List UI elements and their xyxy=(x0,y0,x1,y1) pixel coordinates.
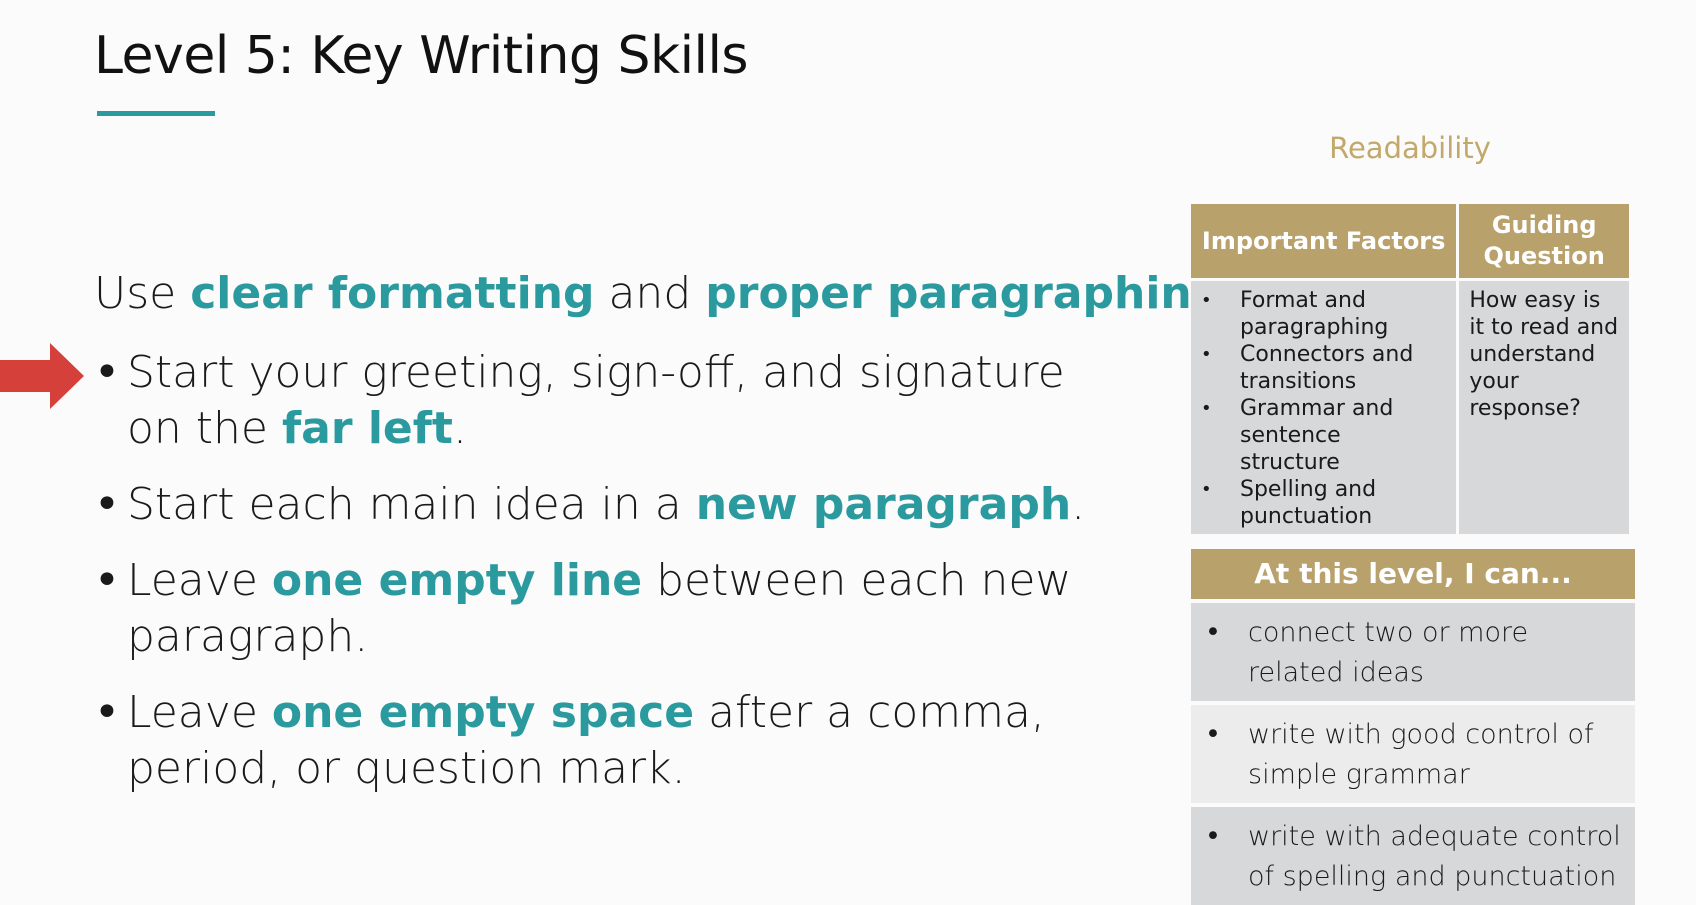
bullet-highlight: one empty space xyxy=(271,687,695,738)
bullet-item-empty-space: • Leave one empty space after a comma, p… xyxy=(94,685,1094,797)
can-item: • write with good control of simple gram… xyxy=(1191,705,1635,803)
intro-middle: and xyxy=(594,268,706,319)
bullet-list: • Start your greeting, sign-off, and sig… xyxy=(94,345,1094,817)
bullet-highlight: new paragraph xyxy=(695,479,1072,530)
can-item-text: write with adequate control of spelling … xyxy=(1248,821,1621,892)
at-this-level-header: At this level, I can... xyxy=(1191,549,1635,599)
factors-list: Format and paragraphing Connectors and t… xyxy=(1201,287,1446,530)
bullet-text: Leave xyxy=(127,687,272,738)
bullet-text-after: . xyxy=(452,403,467,454)
bullet-dot-icon: • xyxy=(1205,821,1221,852)
bullet-dot-icon: • xyxy=(94,479,120,530)
intro-before: Use xyxy=(94,268,191,319)
factor-item: Grammar and sentence structure xyxy=(1201,395,1446,476)
bullet-dot-icon: • xyxy=(1205,719,1221,750)
can-item: • write with adequate control of spellin… xyxy=(1191,807,1635,905)
bullet-text-after: between each new paragraph. xyxy=(127,555,1072,662)
bullet-highlight: one empty line xyxy=(271,555,643,606)
table-header-important-factors: Important Factors xyxy=(1191,204,1457,278)
intro-highlight-proper-paragraphing: proper paragraphing xyxy=(705,268,1224,319)
factor-item: Format and paragraphing xyxy=(1201,287,1446,341)
bullet-dot-icon: • xyxy=(1205,617,1221,648)
readability-table: Important Factors Guiding Question Forma… xyxy=(1188,201,1632,537)
at-this-level-box: At this level, I can... • connect two or… xyxy=(1191,549,1635,905)
factor-item: Connectors and transitions xyxy=(1201,341,1446,395)
can-item: • connect two or more related ideas xyxy=(1191,603,1635,701)
title-underline xyxy=(97,111,215,116)
bullet-text: Leave xyxy=(127,555,272,606)
factor-item: Spelling and punctuation xyxy=(1201,476,1446,530)
bullet-item-far-left: • Start your greeting, sign-off, and sig… xyxy=(94,345,1094,457)
right-arrow-icon xyxy=(0,343,84,409)
bullet-text: Start each main idea in a xyxy=(127,479,696,530)
bullet-dot-icon: • xyxy=(94,555,120,606)
table-header-guiding-question: Guiding Question xyxy=(1459,204,1629,278)
bullet-item-new-paragraph: • Start each main idea in a new paragrap… xyxy=(94,477,1094,533)
bullet-dot-icon: • xyxy=(94,687,120,738)
bullet-item-empty-line: • Leave one empty line between each new … xyxy=(94,553,1094,665)
bullet-text-after: . xyxy=(1071,479,1086,530)
bullet-text: Start your greeting, sign-off, and signa… xyxy=(127,347,1065,454)
bullet-dot-icon: • xyxy=(94,347,120,398)
intro-sentence: Use clear formatting and proper paragrap… xyxy=(94,268,1237,319)
slide-title: Level 5: Key Writing Skills xyxy=(94,26,749,86)
bullet-text-after: after a comma, period, or question mark. xyxy=(127,687,1045,794)
can-item-text: write with good control of simple gramma… xyxy=(1248,719,1594,790)
guiding-question-cell: How easy is it to read and understand yo… xyxy=(1459,281,1629,534)
factors-cell: Format and paragraphing Connectors and t… xyxy=(1191,281,1457,534)
bullet-highlight: far left xyxy=(282,403,453,454)
can-item-text: connect two or more related ideas xyxy=(1248,617,1529,688)
intro-highlight-clear-formatting: clear formatting xyxy=(190,268,595,319)
readability-title: Readability xyxy=(1329,131,1491,165)
